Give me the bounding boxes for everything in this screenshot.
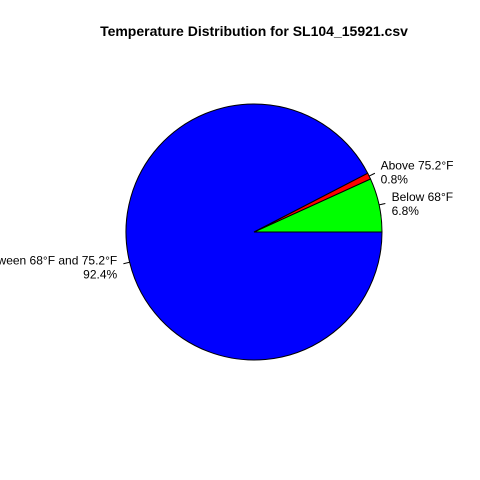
labels-group: Below 68°F6.8% Above 75.2°F0.8% Between 68… <box>0 158 453 281</box>
slice-category-label: Above 75.2°F <box>381 158 454 172</box>
pie-slice-between-68-f-and-75-2-f <box>125 103 383 361</box>
slices-group <box>125 103 383 361</box>
slice-label-below-68-f: Below 68°F 6.8% <box>392 190 454 218</box>
slice-percent-label: 92.4% <box>83 267 117 281</box>
slice-label-above-75-2-f: Above 75.2°F 0.8% <box>381 158 454 186</box>
chart-title: Temperature Distribution for SL104_15921… <box>100 23 408 39</box>
leader-line-between-68-f-and-75-2-f <box>123 261 130 265</box>
slice-percent-label: 0.8% <box>381 172 409 186</box>
slice-category-label: Below 68°F <box>392 190 454 204</box>
slice-label-between-68-f-and-75-2-f: Between 68°F and 75.2°F92.4% <box>0 253 118 281</box>
slice-percent-label: 6.8% <box>392 204 420 218</box>
leader-line-above-75-2-f <box>368 172 376 177</box>
leader-line-below-68-f <box>378 203 386 206</box>
slice-category-label: Between 68°F and 75.2°F <box>0 253 117 267</box>
